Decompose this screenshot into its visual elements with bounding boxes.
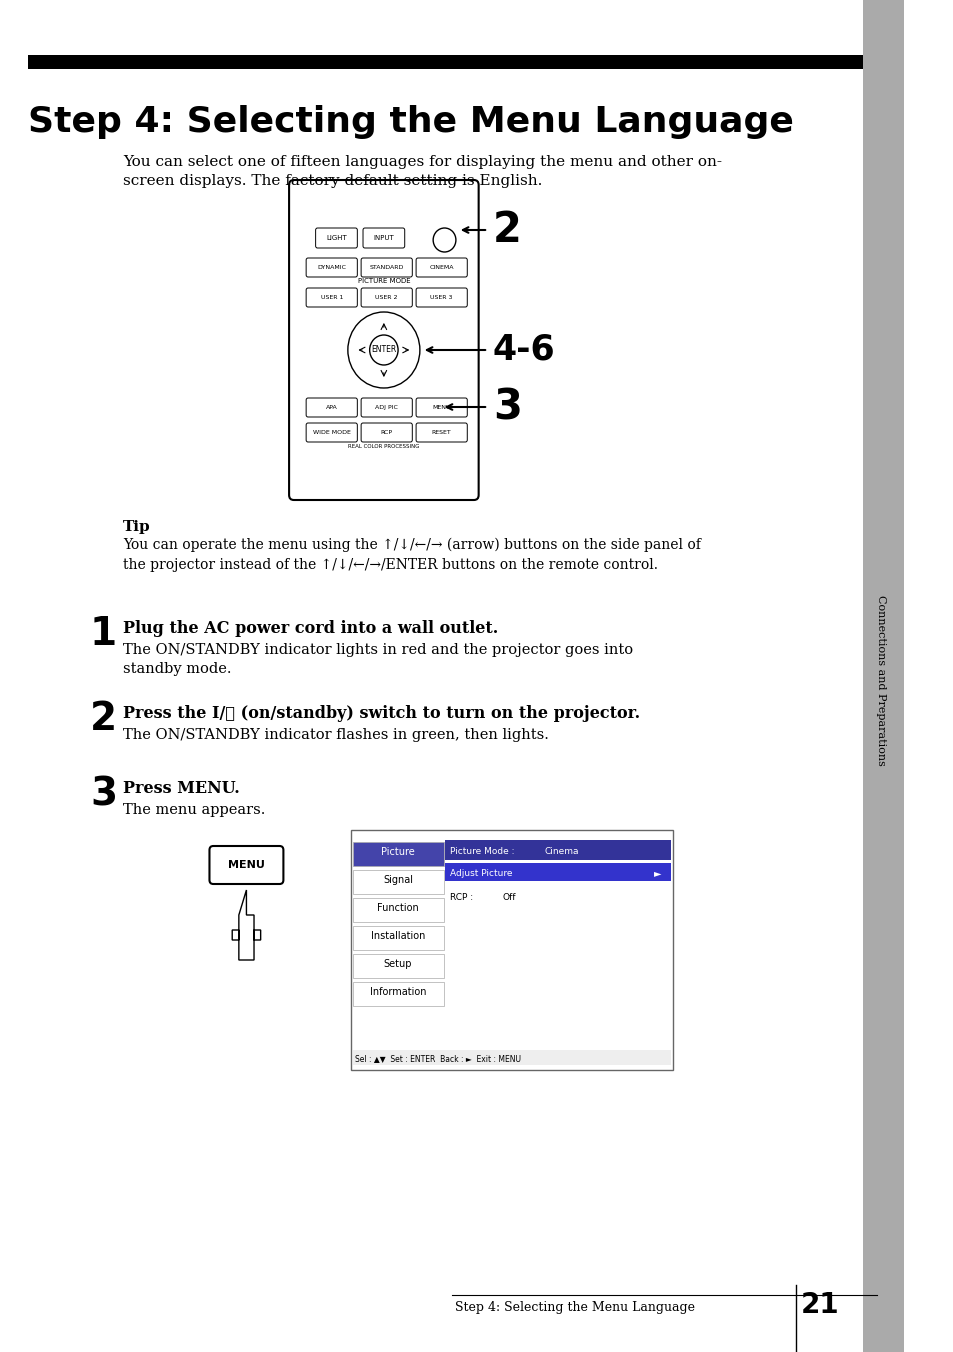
FancyBboxPatch shape <box>306 397 357 416</box>
Bar <box>353 982 443 1006</box>
Text: 1: 1 <box>90 615 117 653</box>
Text: MENU: MENU <box>228 860 265 869</box>
Text: Adjust Picture: Adjust Picture <box>450 868 512 877</box>
Circle shape <box>369 335 397 365</box>
Text: The ON/STANDBY indicator lights in red and the projector goes into
standby mode.: The ON/STANDBY indicator lights in red a… <box>123 644 633 676</box>
Text: ►: ► <box>654 868 660 877</box>
Circle shape <box>433 228 456 251</box>
Text: Cinema: Cinema <box>544 846 578 856</box>
Text: Press MENU.: Press MENU. <box>123 780 240 796</box>
Bar <box>353 898 443 922</box>
Text: Function: Function <box>376 903 418 913</box>
Text: Setup: Setup <box>383 959 412 969</box>
Text: The menu appears.: The menu appears. <box>123 803 265 817</box>
Text: Installation: Installation <box>371 932 425 941</box>
Text: RESET: RESET <box>432 430 451 435</box>
Text: RCP: RCP <box>380 430 393 435</box>
FancyBboxPatch shape <box>289 180 478 500</box>
Text: CINEMA: CINEMA <box>429 265 454 270</box>
Text: Press the I/⏻ (on/standby) switch to turn on the projector.: Press the I/⏻ (on/standby) switch to tur… <box>123 704 639 722</box>
Text: USER 2: USER 2 <box>375 295 397 300</box>
Text: LIGHT: LIGHT <box>326 235 347 241</box>
Text: 4-6: 4-6 <box>493 333 555 366</box>
Text: Information: Information <box>370 987 426 996</box>
Bar <box>29 55 862 69</box>
Text: STANDARD: STANDARD <box>369 265 403 270</box>
Text: USER 1: USER 1 <box>320 295 342 300</box>
Text: ENTER: ENTER <box>371 346 396 354</box>
FancyBboxPatch shape <box>210 846 283 884</box>
Bar <box>445 840 670 860</box>
Text: DYNAMIC: DYNAMIC <box>317 265 346 270</box>
Text: 2: 2 <box>493 210 521 251</box>
Text: Tip: Tip <box>123 521 151 534</box>
Bar <box>353 955 443 977</box>
Text: APA: APA <box>326 406 337 410</box>
Text: 21: 21 <box>801 1291 839 1320</box>
Text: Plug the AC power cord into a wall outlet.: Plug the AC power cord into a wall outle… <box>123 621 498 637</box>
FancyBboxPatch shape <box>416 288 467 307</box>
FancyBboxPatch shape <box>416 258 467 277</box>
Text: RCP :: RCP : <box>450 892 473 902</box>
Bar <box>353 842 443 867</box>
Text: Picture Mode :: Picture Mode : <box>450 846 515 856</box>
Bar <box>353 926 443 950</box>
FancyBboxPatch shape <box>363 228 404 247</box>
Text: Off: Off <box>502 892 516 902</box>
Circle shape <box>348 312 419 388</box>
Text: Step 4: Selecting the Menu Language: Step 4: Selecting the Menu Language <box>455 1301 694 1314</box>
Text: USER 3: USER 3 <box>430 295 453 300</box>
Bar <box>862 0 903 1352</box>
Bar <box>351 830 672 1069</box>
FancyBboxPatch shape <box>361 288 412 307</box>
Bar <box>353 869 443 894</box>
FancyBboxPatch shape <box>416 423 467 442</box>
Bar <box>353 1051 670 1065</box>
Text: WIDE MODE: WIDE MODE <box>313 430 351 435</box>
FancyBboxPatch shape <box>361 258 412 277</box>
FancyBboxPatch shape <box>315 228 357 247</box>
Text: Connections and Preparations: Connections and Preparations <box>876 595 885 765</box>
Text: ADJ PIC: ADJ PIC <box>375 406 397 410</box>
FancyBboxPatch shape <box>361 423 412 442</box>
Text: You can select one of fifteen languages for displaying the menu and other on-
sc: You can select one of fifteen languages … <box>123 155 721 188</box>
Text: Step 4: Selecting the Menu Language: Step 4: Selecting the Menu Language <box>29 105 794 139</box>
Text: Sel : ▲▼  Set : ENTER  Back : ►  Exit : MENU: Sel : ▲▼ Set : ENTER Back : ► Exit : MEN… <box>355 1055 521 1064</box>
Polygon shape <box>232 890 260 960</box>
FancyBboxPatch shape <box>306 423 357 442</box>
Text: 3: 3 <box>493 387 521 429</box>
Text: PICTURE MODE: PICTURE MODE <box>357 279 410 284</box>
Bar <box>445 863 670 882</box>
Text: 3: 3 <box>90 775 117 813</box>
FancyBboxPatch shape <box>361 397 412 416</box>
FancyBboxPatch shape <box>306 258 357 277</box>
Text: 2: 2 <box>90 700 117 738</box>
Text: You can operate the menu using the ↑/↓/←/→ (arrow) buttons on the side panel of
: You can operate the menu using the ↑/↓/←… <box>123 538 700 572</box>
Text: The ON/STANDBY indicator flashes in green, then lights.: The ON/STANDBY indicator flashes in gree… <box>123 727 549 742</box>
Text: MENU: MENU <box>432 406 451 410</box>
FancyBboxPatch shape <box>416 397 467 416</box>
FancyBboxPatch shape <box>306 288 357 307</box>
Text: Signal: Signal <box>383 875 413 886</box>
Text: REAL COLOR PROCESSING: REAL COLOR PROCESSING <box>348 445 419 449</box>
Text: Picture: Picture <box>381 846 415 857</box>
Text: INPUT: INPUT <box>374 235 394 241</box>
